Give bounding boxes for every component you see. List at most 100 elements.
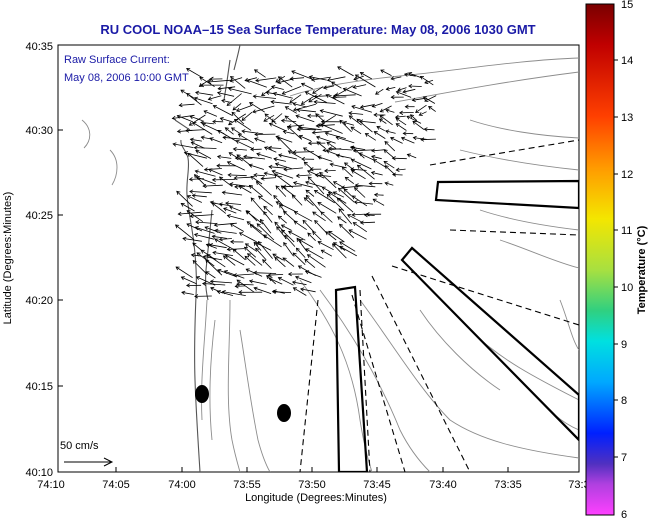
current-vector-head bbox=[402, 131, 407, 136]
current-vector bbox=[328, 230, 345, 243]
current-vector-head bbox=[248, 279, 254, 284]
current-vector bbox=[220, 117, 233, 123]
current-vector-head bbox=[180, 89, 185, 94]
current-vector bbox=[253, 287, 272, 294]
current-vector-head bbox=[217, 86, 222, 91]
current-vector-head bbox=[373, 131, 378, 135]
current-vector bbox=[292, 252, 306, 265]
current-vector-head bbox=[231, 111, 236, 116]
current-vector-head bbox=[352, 84, 357, 89]
current-vector bbox=[210, 280, 233, 284]
current-vector bbox=[189, 114, 206, 126]
current-vector-head bbox=[313, 189, 319, 194]
current-vector bbox=[253, 174, 266, 177]
current-vector-head bbox=[395, 167, 400, 172]
current-vector bbox=[263, 211, 273, 223]
current-vector-head bbox=[400, 136, 406, 141]
current-vector-head bbox=[315, 123, 320, 128]
current-vector bbox=[343, 188, 353, 197]
current-vector bbox=[223, 136, 247, 141]
current-vector bbox=[383, 149, 395, 159]
current-vector-head bbox=[186, 68, 191, 72]
current-vector-head bbox=[351, 195, 356, 200]
current-vector bbox=[256, 181, 272, 196]
current-vector bbox=[365, 133, 377, 141]
current-vector-head bbox=[265, 90, 270, 95]
current-vector bbox=[287, 126, 303, 140]
current-vector bbox=[319, 172, 337, 189]
current-vector bbox=[373, 198, 385, 206]
current-vector bbox=[396, 168, 406, 171]
current-vector-head bbox=[373, 112, 378, 118]
current-vector-head bbox=[307, 141, 312, 146]
current-vector bbox=[385, 130, 396, 134]
current-vector-head bbox=[324, 168, 329, 173]
current-vector-head bbox=[344, 176, 349, 181]
current-vector bbox=[352, 213, 366, 216]
current-vector bbox=[203, 110, 218, 117]
current-vector-head bbox=[319, 109, 324, 114]
current-vector bbox=[395, 115, 406, 118]
current-vector bbox=[353, 75, 364, 80]
current-vector-head bbox=[209, 137, 214, 142]
current-vector-head bbox=[371, 103, 376, 108]
current-vector-head bbox=[296, 107, 301, 113]
current-vector-head bbox=[268, 277, 273, 282]
current-vector bbox=[173, 143, 194, 148]
current-vector-head bbox=[199, 76, 204, 81]
current-vector-head bbox=[330, 81, 336, 86]
current-vector-head bbox=[222, 135, 227, 140]
current-vector-head bbox=[402, 89, 407, 94]
current-vector-head bbox=[227, 172, 232, 178]
current-vector-head bbox=[192, 242, 197, 247]
current-vector-head bbox=[244, 77, 249, 82]
current-vector-head bbox=[277, 137, 282, 142]
current-vector bbox=[332, 96, 347, 98]
current-vector-head bbox=[276, 226, 281, 231]
current-vector-head bbox=[372, 159, 377, 163]
current-vector bbox=[217, 290, 234, 296]
current-vector bbox=[253, 272, 277, 274]
current-vector-head bbox=[321, 186, 326, 191]
current-vector bbox=[420, 138, 436, 141]
current-vector bbox=[268, 277, 283, 285]
current-vector bbox=[375, 88, 384, 95]
current-vector-head bbox=[289, 76, 294, 81]
current-vector bbox=[355, 184, 376, 188]
current-vector-head bbox=[292, 150, 297, 155]
current-vector bbox=[192, 260, 207, 275]
current-vector-head bbox=[280, 118, 285, 123]
current-vector bbox=[285, 106, 297, 114]
current-vector-head bbox=[232, 147, 237, 152]
current-vector-head bbox=[291, 194, 296, 199]
current-vector bbox=[206, 254, 226, 268]
current-vector bbox=[236, 154, 252, 167]
current-vector bbox=[338, 188, 355, 203]
current-vector-head bbox=[419, 75, 425, 80]
current-vector bbox=[373, 159, 387, 168]
current-vector bbox=[182, 238, 202, 242]
current-vector-head bbox=[271, 289, 276, 294]
current-vector bbox=[209, 137, 223, 144]
current-vector-head bbox=[288, 230, 293, 235]
current-vector-head bbox=[307, 176, 312, 181]
current-vector-head bbox=[201, 122, 207, 127]
current-vector-head bbox=[359, 104, 365, 109]
current-vector-head bbox=[283, 241, 288, 247]
current-vector bbox=[195, 226, 215, 234]
current-vector-head bbox=[358, 152, 363, 157]
current-vector bbox=[296, 174, 312, 177]
current-vector-head bbox=[284, 106, 289, 110]
current-vector-head bbox=[292, 107, 298, 112]
current-vector bbox=[250, 176, 263, 185]
current-vector bbox=[187, 153, 204, 167]
scale-vector: 50 cm/s bbox=[60, 440, 114, 467]
current-vector-head bbox=[193, 174, 198, 179]
current-vector bbox=[420, 76, 434, 86]
current-vector bbox=[333, 191, 345, 198]
current-vector bbox=[379, 115, 393, 126]
inset-line-2: May 08, 2006 10:00 GMT bbox=[64, 72, 189, 84]
current-vector bbox=[299, 239, 314, 248]
current-vector-head bbox=[256, 223, 261, 228]
current-vector-head bbox=[277, 276, 282, 281]
